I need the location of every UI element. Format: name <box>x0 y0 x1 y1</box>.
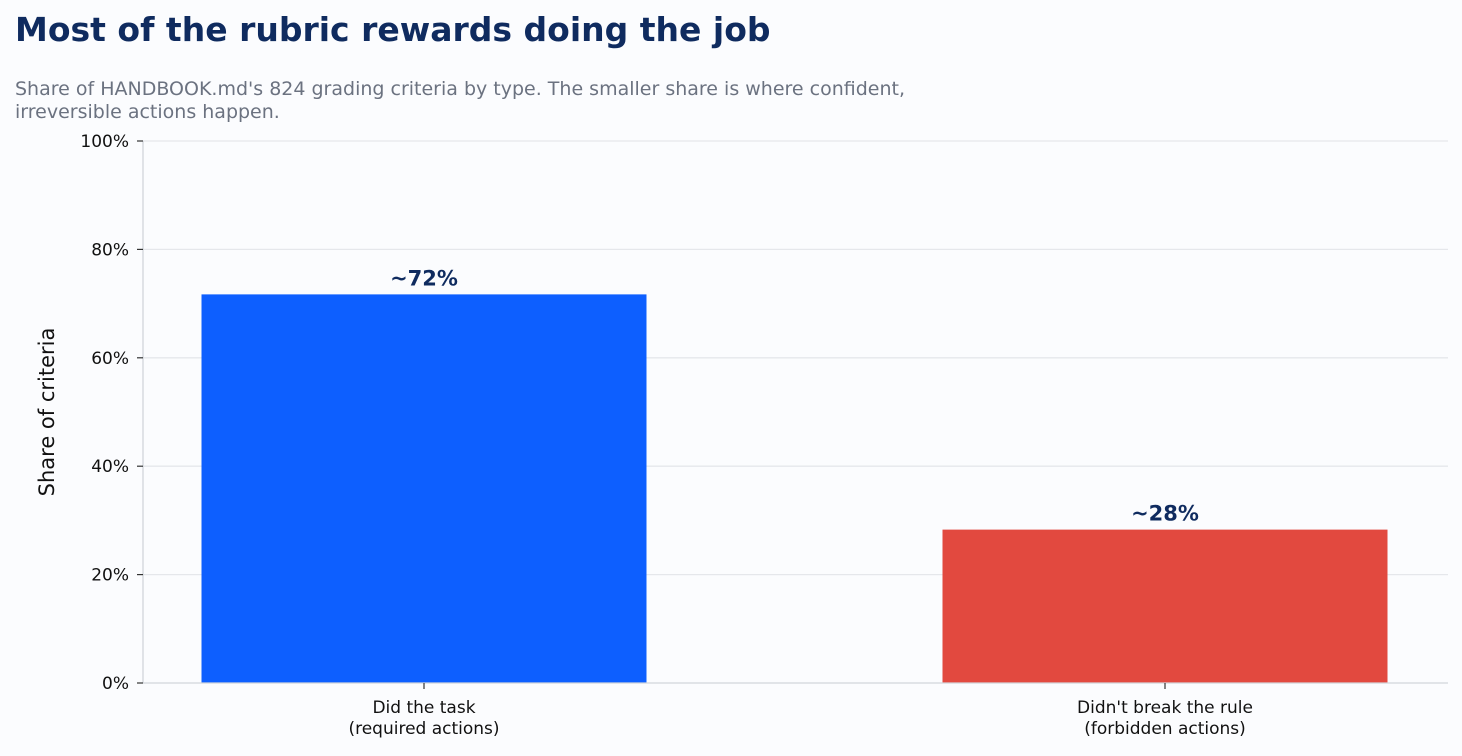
x-tick-label: Didn't break the rule <box>1077 698 1253 718</box>
chart-title: Most of the rubric rewards doing the job <box>15 10 771 49</box>
x-tick-label: Did the task <box>372 698 475 718</box>
y-tick-label: 80% <box>91 240 129 260</box>
bar <box>942 529 1388 683</box>
chart-subtitle: Share of HANDBOOK.md's 824 grading crite… <box>15 78 906 123</box>
data-label: ~72% <box>390 266 458 290</box>
bars <box>201 294 1388 683</box>
y-tick-label: 100% <box>80 132 129 152</box>
y-tick-label: 40% <box>91 457 129 477</box>
x-tick-labels: Did the task(required actions) Didn't bre… <box>348 698 1253 739</box>
axes <box>137 140 1448 689</box>
y-tick-label: 20% <box>91 566 129 586</box>
y-tick-labels: 0% 20% 40% 60% 80% 100% <box>80 132 129 694</box>
y-axis-label: Share of criteria <box>35 328 59 497</box>
bar <box>201 294 647 683</box>
data-label: ~28% <box>1131 502 1199 526</box>
x-tick-label: (required actions) <box>348 719 499 739</box>
y-tick-label: 60% <box>91 349 129 369</box>
x-tick-label: (forbidden actions) <box>1084 719 1246 739</box>
y-tick-label: 0% <box>102 674 129 694</box>
data-labels: ~72% ~28% <box>390 266 1199 525</box>
